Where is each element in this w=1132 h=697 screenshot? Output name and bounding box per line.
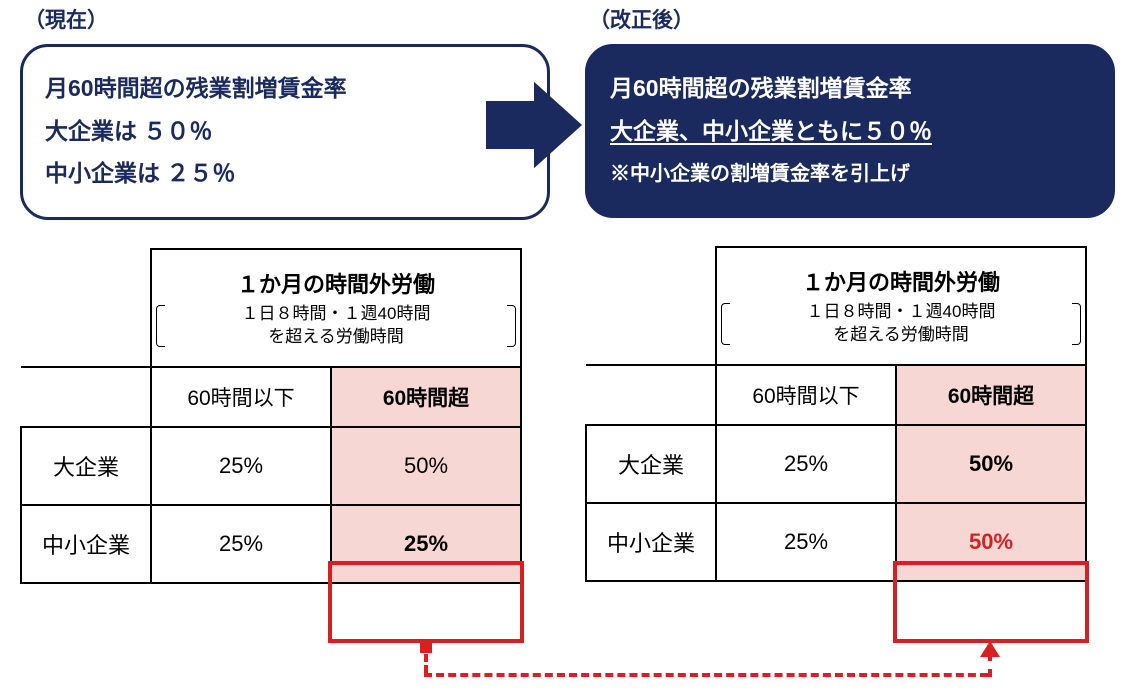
right-table: １か月の時間外労働 １日８時間・１週40時間 を超える労働時間 60時間以下 6… <box>585 246 1087 582</box>
left-column: （現在） 月60時間超の残業割増賃金率 大企業は ５０％ 中小企業は ２５％ １… <box>20 0 550 584</box>
right-table-top-title: １か月の時間外労働 <box>802 270 1000 295</box>
left-table: １か月の時間外労働 １日８時間・１週40時間 を超える労働時間 60時間以下 6… <box>20 248 522 584</box>
left-heading: （現在） <box>24 4 550 34</box>
left-table-top: １か月の時間外労働 １日８時間・１週40時間 を超える労働時間 <box>151 249 521 367</box>
right-table-top: １か月の時間外労働 １日８時間・１週40時間 を超える労働時間 <box>716 247 1086 365</box>
table-corner <box>586 365 716 425</box>
left-sub-below: 60時間以下 <box>151 367 331 427</box>
left-row0-below: 25% <box>151 427 331 505</box>
left-table-top-sub: １日８時間・１週40時間 を超える労働時間 <box>156 303 516 349</box>
left-sub-over: 60時間超 <box>331 367 521 427</box>
left-row1-below: 25% <box>151 505 331 583</box>
table-corner <box>586 247 716 365</box>
right-card-note: ※中小企業の割増賃金率を引上げ <box>610 156 1090 193</box>
arrow-icon <box>486 80 582 175</box>
right-row1-below: 25% <box>716 503 896 581</box>
left-table-top-title: １か月の時間外労働 <box>237 272 435 297</box>
right-heading: （改正後） <box>589 4 1115 34</box>
right-row1-label: 中小企業 <box>586 503 716 581</box>
connector-anchor-icon <box>420 641 432 653</box>
table-corner <box>21 249 151 367</box>
right-table-top-sub: １日８時間・１週40時間 を超える労働時間 <box>721 301 1081 347</box>
left-card-line3: 中小企業は ２５％ <box>45 152 525 195</box>
left-row0-label: 大企業 <box>21 427 151 505</box>
left-card: 月60時間超の残業割増賃金率 大企業は ５０％ 中小企業は ２５％ <box>20 44 550 220</box>
right-row0-over: 50% <box>896 425 1086 503</box>
right-sub-below: 60時間以下 <box>716 365 896 425</box>
right-row0-label: 大企業 <box>586 425 716 503</box>
right-row0-below: 25% <box>716 425 896 503</box>
dashed-connector <box>424 673 988 677</box>
left-row0-over: 50% <box>331 427 521 505</box>
table-corner <box>21 367 151 427</box>
right-card-line2: 大企業、中小企業ともに５０％ <box>610 110 1090 153</box>
right-column: （改正後） 月60時間超の残業割増賃金率 大企業、中小企業ともに５０％ ※中小企… <box>585 0 1115 582</box>
left-row1-over: 25% <box>331 505 521 583</box>
uparrow-icon <box>980 641 1000 657</box>
left-card-line1: 月60時間超の残業割増賃金率 <box>45 67 525 110</box>
left-row1-label: 中小企業 <box>21 505 151 583</box>
left-card-line2: 大企業は ５０％ <box>45 110 525 153</box>
right-row1-over: 50% <box>896 503 1086 581</box>
right-card: 月60時間超の残業割増賃金率 大企業、中小企業ともに５０％ ※中小企業の割増賃金… <box>585 44 1115 218</box>
right-card-line1: 月60時間超の残業割増賃金率 <box>610 67 1090 110</box>
right-sub-over: 60時間超 <box>896 365 1086 425</box>
